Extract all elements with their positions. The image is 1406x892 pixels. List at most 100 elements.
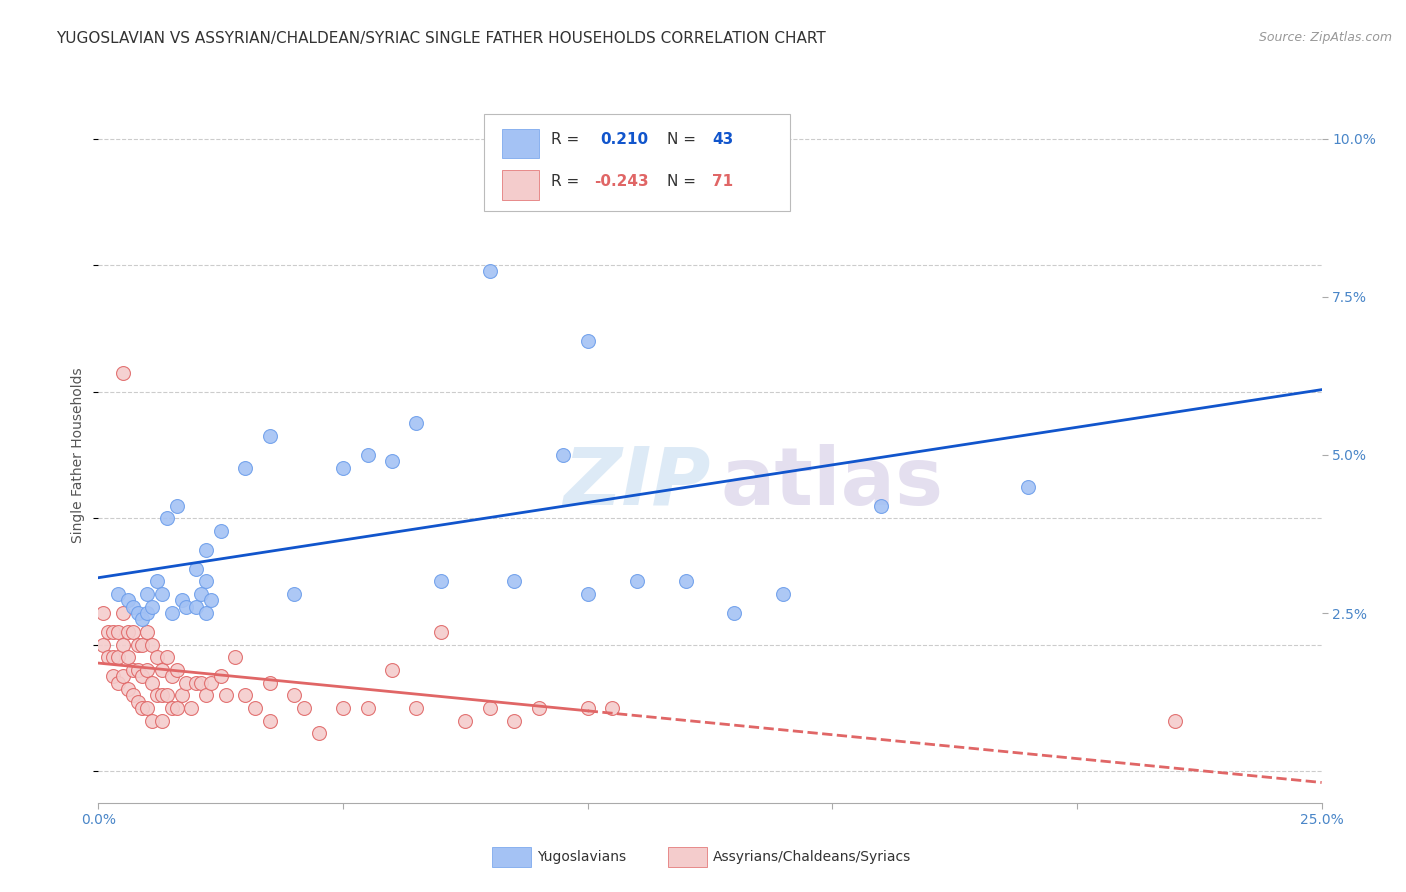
Point bbox=[131, 638, 153, 652]
Point bbox=[91, 638, 114, 652]
Point bbox=[195, 688, 218, 702]
Point bbox=[160, 669, 183, 683]
Point bbox=[186, 599, 208, 614]
Point bbox=[170, 688, 193, 702]
Text: Source: ZipAtlas.com: Source: ZipAtlas.com bbox=[1258, 31, 1392, 45]
Point bbox=[259, 714, 281, 728]
Point bbox=[292, 701, 315, 715]
Point bbox=[224, 650, 246, 665]
FancyBboxPatch shape bbox=[484, 114, 790, 211]
Point bbox=[454, 714, 477, 728]
Point bbox=[117, 650, 139, 665]
Point bbox=[111, 606, 134, 620]
Point bbox=[117, 681, 139, 696]
Point bbox=[180, 701, 202, 715]
Point bbox=[117, 593, 139, 607]
Text: YUGOSLAVIAN VS ASSYRIAN/CHALDEAN/SYRIAC SINGLE FATHER HOUSEHOLDS CORRELATION CHA: YUGOSLAVIAN VS ASSYRIAN/CHALDEAN/SYRIAC … bbox=[56, 31, 825, 46]
Point bbox=[121, 688, 143, 702]
Point bbox=[97, 650, 120, 665]
Point bbox=[136, 625, 159, 640]
Point bbox=[156, 511, 179, 525]
Point bbox=[101, 669, 124, 683]
Point bbox=[283, 587, 305, 601]
Point bbox=[356, 448, 378, 462]
Point bbox=[186, 675, 208, 690]
Point bbox=[308, 726, 330, 740]
Text: 0.210: 0.210 bbox=[600, 132, 648, 147]
Point bbox=[209, 669, 232, 683]
Point bbox=[478, 701, 501, 715]
Point bbox=[166, 701, 188, 715]
Point bbox=[101, 625, 124, 640]
Point bbox=[675, 574, 697, 589]
Point bbox=[166, 663, 188, 677]
Point bbox=[195, 542, 218, 557]
Text: Assyrians/Chaldeans/Syriacs: Assyrians/Chaldeans/Syriacs bbox=[713, 850, 911, 864]
Point bbox=[576, 587, 599, 601]
Point bbox=[405, 417, 427, 431]
Text: R =: R = bbox=[551, 132, 583, 147]
Point bbox=[626, 574, 648, 589]
Point bbox=[430, 625, 453, 640]
Point bbox=[111, 366, 134, 380]
Point bbox=[141, 714, 163, 728]
Point bbox=[160, 701, 183, 715]
Point bbox=[150, 688, 173, 702]
Point bbox=[150, 663, 173, 677]
Point bbox=[503, 714, 526, 728]
Point bbox=[405, 701, 427, 715]
Point bbox=[527, 701, 550, 715]
Point bbox=[1164, 714, 1187, 728]
Point bbox=[233, 460, 256, 475]
Point bbox=[186, 562, 208, 576]
Point bbox=[107, 587, 129, 601]
Text: 43: 43 bbox=[713, 132, 734, 147]
Point bbox=[111, 669, 134, 683]
Bar bbox=[502, 128, 538, 158]
Point bbox=[176, 599, 198, 614]
Point bbox=[136, 663, 159, 677]
Point bbox=[97, 625, 120, 640]
Point bbox=[107, 650, 129, 665]
Point bbox=[111, 638, 134, 652]
Text: Yugoslavians: Yugoslavians bbox=[537, 850, 626, 864]
Text: N =: N = bbox=[668, 132, 702, 147]
Point bbox=[200, 593, 222, 607]
Point bbox=[200, 675, 222, 690]
Point bbox=[195, 574, 218, 589]
Point bbox=[233, 688, 256, 702]
Point bbox=[870, 499, 893, 513]
Point bbox=[259, 429, 281, 443]
Point bbox=[381, 663, 404, 677]
Point bbox=[127, 663, 149, 677]
Point bbox=[190, 587, 212, 601]
Point bbox=[190, 675, 212, 690]
Point bbox=[91, 606, 114, 620]
Point bbox=[107, 625, 129, 640]
Point bbox=[150, 587, 173, 601]
Point bbox=[146, 574, 169, 589]
Point bbox=[259, 675, 281, 690]
Point bbox=[195, 606, 218, 620]
Point bbox=[772, 587, 794, 601]
Point bbox=[332, 460, 354, 475]
Text: N =: N = bbox=[668, 174, 702, 189]
Point bbox=[131, 701, 153, 715]
Point bbox=[136, 606, 159, 620]
Bar bbox=[502, 170, 538, 200]
Point bbox=[283, 688, 305, 702]
Point bbox=[160, 606, 183, 620]
Text: -0.243: -0.243 bbox=[593, 174, 648, 189]
Point bbox=[176, 675, 198, 690]
Point bbox=[127, 606, 149, 620]
Point bbox=[127, 695, 149, 709]
Point bbox=[356, 701, 378, 715]
Point bbox=[170, 593, 193, 607]
Point bbox=[146, 688, 169, 702]
Text: 71: 71 bbox=[713, 174, 734, 189]
Point bbox=[101, 650, 124, 665]
Point bbox=[131, 612, 153, 626]
Point bbox=[127, 638, 149, 652]
Point bbox=[600, 701, 623, 715]
Point bbox=[156, 688, 179, 702]
